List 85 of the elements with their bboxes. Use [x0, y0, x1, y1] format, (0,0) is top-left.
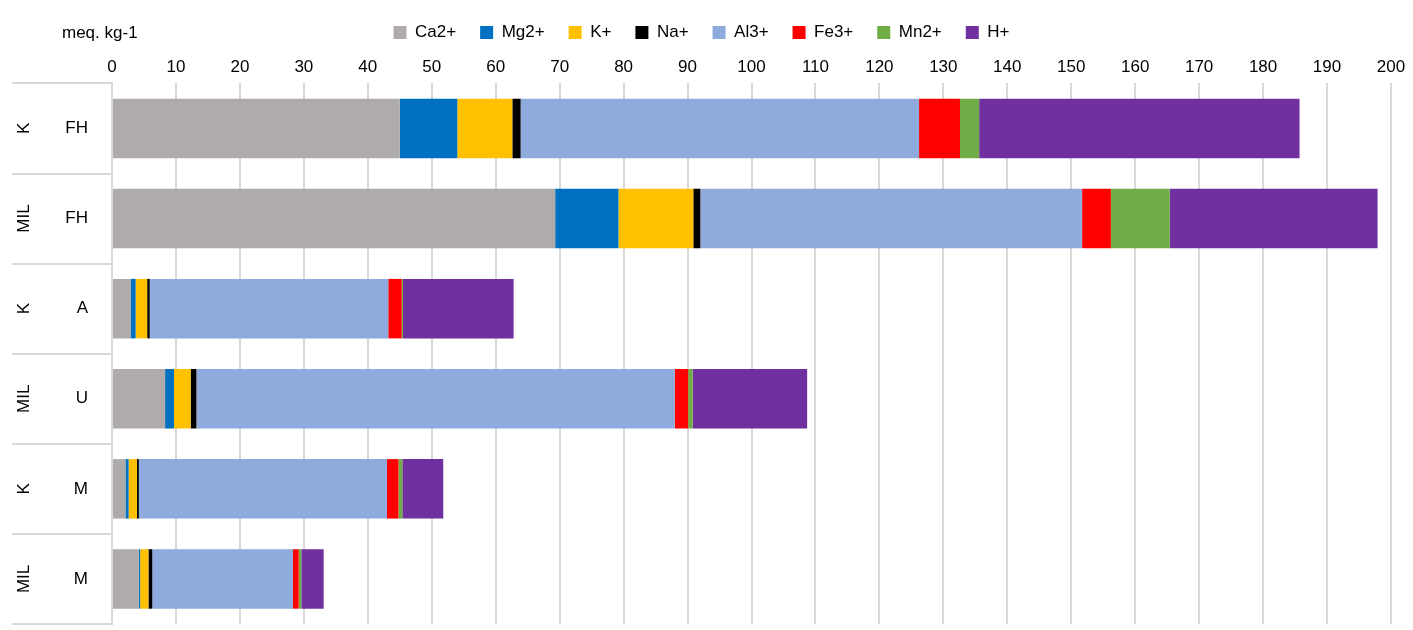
bar [128, 459, 137, 519]
bar [919, 98, 960, 159]
x-tick-label: 0 [107, 56, 117, 76]
x-tick-label: 170 [1184, 56, 1214, 76]
x-tick-label: 200 [1376, 56, 1406, 76]
bar [959, 98, 980, 159]
bar [674, 369, 689, 429]
x-tick-label: 10 [166, 56, 186, 76]
x-tick-label: 150 [1057, 56, 1086, 76]
bar [512, 98, 521, 159]
bar [1082, 188, 1111, 249]
legend-label: H+ [987, 22, 1010, 42]
text: K [13, 302, 33, 315]
text: MIL [13, 204, 33, 233]
bar [402, 278, 514, 339]
bar [174, 369, 191, 429]
legend-label: Mg2+ [501, 22, 545, 42]
bar [398, 459, 403, 519]
bar [113, 188, 556, 249]
bar [402, 459, 444, 519]
bar [555, 188, 619, 249]
bar [399, 98, 458, 159]
x-tick-label: 50 [422, 56, 442, 76]
bar [113, 98, 400, 159]
x-tick-label: 180 [1248, 56, 1278, 76]
bar [700, 188, 1083, 249]
bar [688, 369, 693, 429]
bar [692, 369, 808, 429]
bar [140, 549, 149, 609]
legend-label: Fe3+ [814, 22, 854, 42]
legend-label: Ca2+ [415, 22, 457, 42]
text: K [13, 122, 33, 135]
x-tick-label: 90 [678, 56, 698, 76]
bar [138, 459, 387, 519]
x-tick-label: 100 [737, 56, 766, 76]
text: K [13, 482, 33, 495]
bar [196, 369, 675, 429]
bar [693, 188, 701, 249]
legend-label: Al3+ [734, 22, 769, 42]
text: MIL [13, 384, 33, 413]
bar [165, 369, 175, 429]
x-tick-label: 120 [865, 56, 894, 76]
y-tick-label: M [73, 478, 88, 498]
bar [979, 98, 1300, 159]
bar [113, 278, 131, 339]
bar [147, 278, 150, 339]
y-tick-label: FH [65, 118, 88, 138]
legend-label: Na+ [656, 22, 689, 42]
x-tick-label: 140 [993, 56, 1022, 76]
bar [149, 278, 389, 339]
bar [152, 549, 293, 609]
y-tick-label: U [75, 388, 88, 408]
y-tick-label: FH [65, 208, 88, 228]
bar [113, 369, 166, 429]
x-tick-label: 110 [801, 56, 829, 76]
x-tick-label: 40 [358, 56, 378, 76]
bar [113, 549, 139, 609]
bar [386, 459, 399, 519]
bar [1110, 188, 1170, 249]
bar [301, 549, 324, 609]
bar [292, 549, 299, 609]
x-tick-label: 130 [929, 56, 958, 76]
x-tick-label: 70 [550, 56, 570, 76]
bar [113, 459, 126, 519]
legend-label: K+ [590, 22, 612, 42]
bar [130, 278, 136, 339]
bar [457, 98, 513, 159]
text: MIL [13, 564, 33, 594]
x-tick-label: 30 [294, 56, 314, 76]
legend-label: Mn2+ [898, 22, 942, 42]
x-tick-label: 20 [230, 56, 250, 76]
y-tick-label: A [76, 298, 89, 318]
bar [1169, 188, 1378, 249]
x-tick-label: 60 [486, 56, 506, 76]
x-tick-label: 190 [1312, 56, 1342, 76]
x-axis-title: meq. kg-1 [62, 22, 138, 42]
x-tick-label: 160 [1121, 56, 1150, 76]
bar [148, 549, 153, 609]
y-tick-label: M [73, 568, 88, 588]
bar [618, 188, 694, 249]
bar [388, 278, 402, 339]
bar [520, 98, 920, 159]
bar [125, 459, 129, 519]
bar [135, 278, 148, 339]
x-tick-label: 80 [614, 56, 634, 76]
